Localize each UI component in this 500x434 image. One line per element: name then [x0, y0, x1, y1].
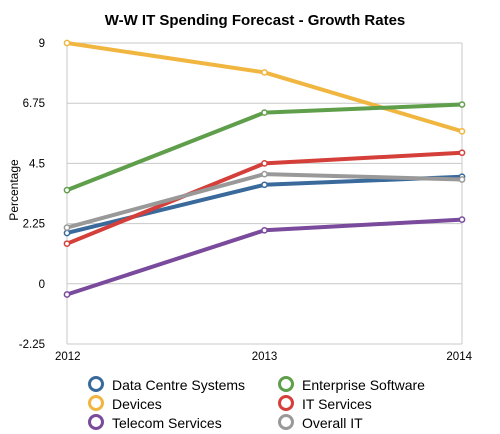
data-point: [261, 226, 268, 234]
y-tick-label: 2.25: [23, 219, 45, 231]
data-point: [63, 186, 71, 194]
data-point: [261, 69, 268, 76]
x-tick-label: 2014: [446, 351, 472, 363]
y-tick-label: 0: [39, 279, 45, 291]
data-point: [458, 149, 466, 157]
legend-marker-icon: [278, 376, 294, 392]
series-line: [65, 41, 464, 134]
legend-marker-icon: [88, 376, 104, 392]
legend-label: Data Centre Systems: [112, 377, 246, 393]
data-point: [63, 39, 71, 47]
data-point: [261, 170, 268, 178]
data-point: [261, 109, 268, 116]
legend-label: Enterprise Software: [302, 377, 425, 393]
chart-title: W-W IT Spending Forecast - Growth Rates: [105, 12, 406, 29]
data-point: [458, 216, 466, 223]
legend-label: IT Services: [302, 396, 372, 412]
y-axis-ticks: 9 6.75 4.5 2.25 0 -2.25: [19, 38, 45, 351]
y-tick-label: 9: [39, 38, 45, 50]
legend-marker-icon: [278, 414, 294, 430]
data-point: [63, 291, 71, 298]
x-axis-ticks: 2012 2013 2014: [55, 351, 473, 363]
series-it-services: [63, 149, 466, 248]
legend-item-it-services: IT Services: [278, 395, 372, 412]
y-axis-label: Percentage: [7, 159, 21, 221]
legend-item-telecom-services: Telecom Services: [88, 414, 222, 431]
legend-marker-icon: [88, 414, 104, 430]
data-point: [458, 127, 466, 135]
series-data-centre-systems: [63, 173, 466, 237]
legend-item-enterprise-software: Enterprise Software: [278, 376, 425, 393]
series-lines: [63, 39, 466, 298]
series-telecom-services: [63, 216, 466, 298]
legend-item-devices: Devices: [88, 395, 162, 412]
data-point: [458, 101, 466, 108]
y-tick-label: 4.5: [29, 158, 45, 170]
series-devices: [63, 39, 466, 135]
legend-label: Telecom Services: [112, 415, 222, 431]
data-point: [63, 224, 71, 231]
y-tick-label: -2.25: [19, 339, 45, 351]
data-point: [63, 229, 71, 237]
data-point: [458, 176, 466, 183]
x-tick-label: 2012: [55, 351, 81, 363]
legend-item-overall-it: Overall IT: [278, 414, 363, 431]
data-point: [261, 160, 268, 167]
legend-label: Devices: [112, 396, 162, 412]
legend-marker-icon: [278, 395, 294, 411]
data-point: [261, 181, 268, 189]
series-overall-it: [63, 170, 466, 231]
series-enterprise-software: [63, 101, 466, 194]
y-tick-label: 6.75: [23, 98, 45, 110]
x-tick-label: 2013: [252, 351, 278, 363]
data-point: [63, 240, 71, 248]
legend-label: Overall IT: [302, 415, 363, 431]
legend-marker-icon: [88, 395, 104, 411]
gridlines: [66, 42, 463, 345]
legend-item-data-centre-systems: Data Centre Systems: [88, 376, 245, 393]
